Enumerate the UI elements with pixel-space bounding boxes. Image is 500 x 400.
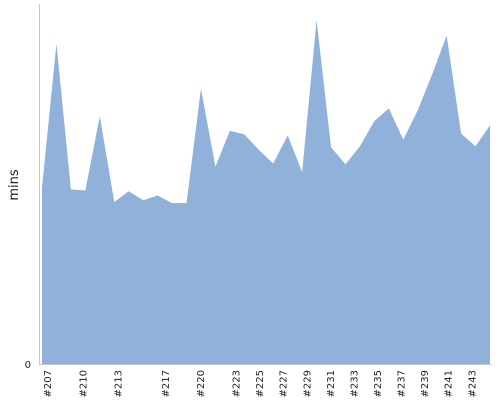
x-tick-label: #217 <box>161 370 172 397</box>
series-area <box>42 20 490 364</box>
x-tick-label: #229 <box>302 370 313 397</box>
x-tick-label: #237 <box>397 370 408 397</box>
x-tick-label: #235 <box>373 370 384 397</box>
x-tick-label: #225 <box>255 370 266 397</box>
plot-area <box>42 20 490 364</box>
x-tick-labels: #207 #210 #213 #217 #220 #223 #225 #227 #229 #231… <box>43 370 478 397</box>
x-tick-label: #210 <box>78 370 89 397</box>
x-tick-label: #239 <box>420 370 431 397</box>
x-tick-label: #220 <box>196 370 207 397</box>
x-tick-label: #223 <box>232 370 243 397</box>
y-axis-label: mins <box>7 169 22 201</box>
x-tick-label: #213 <box>114 370 125 397</box>
x-tick-label: #231 <box>326 370 337 397</box>
x-tick-label: #241 <box>444 370 455 397</box>
x-tick-label: #207 <box>43 370 54 397</box>
x-tick-label: #243 <box>467 370 478 397</box>
x-tick-label: #233 <box>349 370 360 397</box>
x-tick-label: #227 <box>279 370 290 397</box>
y-tick-label: 0 <box>25 360 31 371</box>
